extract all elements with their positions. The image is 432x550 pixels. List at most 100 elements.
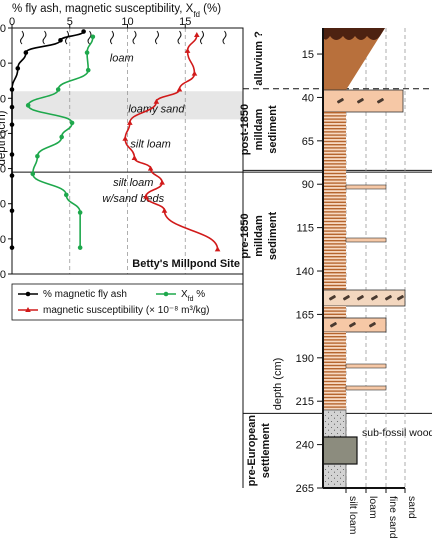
legend-marker-1 — [163, 291, 169, 297]
grain-label-1: loam — [367, 496, 379, 519]
sand-bed-1 — [345, 184, 387, 190]
surface-symbol-2 — [65, 30, 69, 45]
y-tick-label-1: 20 — [0, 58, 6, 70]
series-2-point-6 — [122, 135, 128, 141]
series-2-point-7 — [131, 155, 138, 161]
left-series — [9, 29, 221, 252]
sand-bed-3 — [345, 363, 387, 369]
layer-pre1850-mid — [323, 306, 346, 318]
series-0 — [9, 29, 86, 250]
surface-symbol-5 — [132, 30, 137, 45]
x-tick-label-0: 0 — [9, 16, 15, 28]
series-0-point-8 — [9, 173, 15, 178]
y-axis-title: depth (cm) — [0, 110, 8, 165]
layer-pre1850-upper — [323, 178, 346, 290]
legend: % magnetic fly ash Xfd % magnetic suscepti… — [18, 289, 210, 316]
sub-fossil-wood-label: sub-fossil wood — [362, 427, 432, 439]
clast-7 — [385, 295, 392, 301]
series-0-point-10 — [9, 245, 15, 250]
clast-3 — [329, 295, 336, 301]
y-tick-label-7: 140 — [0, 269, 6, 281]
series-1-point-11 — [77, 245, 83, 250]
surface-symbol-3 — [87, 30, 92, 45]
series-2-point-2 — [191, 70, 198, 76]
series-0-point-1 — [58, 38, 63, 43]
depth-tick-label-8: 215 — [296, 396, 314, 408]
depth-tick-label-0: 15 — [302, 49, 314, 61]
series-1-point-10 — [77, 210, 83, 215]
series-0-point-5 — [9, 104, 15, 110]
layer-pre1850-lower — [323, 332, 346, 410]
series-1-point-4 — [25, 103, 31, 108]
series-1-point-3 — [55, 87, 61, 92]
y-tick-label-6: 120 — [0, 234, 6, 246]
clast-0 — [337, 98, 344, 104]
left-ticks: 0 5 10 15 0 20 40 60 80 100 120 140 — [0, 16, 191, 281]
layer-gravel-sand — [322, 289, 406, 307]
surface-symbol-8 — [200, 30, 204, 45]
layer-alluvium — [323, 28, 385, 90]
series-line-0 — [11, 31, 85, 248]
unit-name-3: pre-European settlement — [246, 415, 272, 487]
clast-8 — [397, 295, 404, 301]
clast-11 — [369, 322, 376, 328]
site-label: Betty's Millpond Site — [132, 258, 240, 270]
series-2-point-5 — [127, 119, 133, 125]
unit-labels: alluvium ? post-1850 milldam sediment pre-18… — [239, 31, 279, 487]
clast-2 — [377, 98, 384, 104]
series-2-point-10 — [143, 193, 149, 199]
depth-tick-label-3: 90 — [302, 179, 314, 191]
series-1-point-8 — [30, 171, 36, 177]
x-tick-label-3: 15 — [179, 16, 191, 28]
depth-tick-label-1: 40 — [302, 92, 314, 104]
layer-post1850-silt-loam — [323, 112, 346, 178]
grain-label-0: silt loam — [347, 496, 359, 535]
x-tick-label-2: 10 — [121, 16, 133, 28]
depth-tick-label-2: 65 — [302, 136, 314, 148]
series-0-point-0 — [81, 29, 86, 34]
surface-symbol-9 — [222, 30, 227, 45]
series-2 — [122, 32, 221, 252]
y-tick-label-0: 0 — [0, 23, 6, 35]
grain-label-3: sand — [406, 496, 418, 519]
series-0-point-4 — [9, 87, 15, 92]
y-tick-label-3: 60 — [0, 128, 6, 140]
series-0-point-6 — [9, 122, 15, 127]
clast-10 — [349, 322, 356, 328]
series-line-1 — [27, 36, 94, 248]
clast-4 — [343, 295, 350, 301]
sand-bed-4 — [345, 385, 387, 391]
series-1-point-7 — [35, 153, 40, 159]
series-0-point-3 — [15, 66, 21, 71]
clast-5 — [357, 295, 364, 301]
series-2-point-11 — [161, 207, 168, 213]
series-2-point-8 — [147, 165, 154, 171]
series-0-point-7 — [9, 152, 15, 157]
series-0-point-9 — [9, 208, 15, 214]
grain-label-2: fine sand — [387, 496, 399, 539]
depth-tick-label-5: 140 — [296, 266, 314, 278]
y-tick-label-4: 80 — [0, 164, 6, 176]
x-tick-label-1: 5 — [67, 16, 73, 28]
column-depth-title: depth (cm) — [272, 358, 284, 411]
unit-label-2: silt loam — [130, 138, 170, 150]
legend-marker-2 — [25, 307, 31, 312]
series-1-point-5 — [69, 120, 75, 126]
surface-symbol-4 — [110, 30, 114, 45]
unit-label-0: loam — [110, 52, 134, 64]
surface-symbols — [20, 30, 227, 45]
legend-label-2: magnetic susceptibility (× 10⁻⁸ m³/kg) — [43, 305, 210, 316]
grain-size-labels: silt loam loam fine sand sand — [345, 488, 418, 539]
surface-symbol-1 — [42, 30, 47, 45]
unit-label-4: w/sand beds — [102, 193, 164, 205]
series-2-point-3 — [176, 86, 183, 92]
legend-marker-0 — [25, 291, 31, 297]
depth-tick-label-9: 240 — [296, 440, 314, 452]
gravel-clasts — [329, 98, 404, 328]
legend-box — [11, 283, 244, 321]
left-grid — [69, 28, 186, 274]
series-0-point-2 — [23, 50, 29, 55]
clast-1 — [357, 98, 364, 104]
stratigraphic-column: 15 40 65 90 115 140 165 190 215 240 265 silt loam l… — [239, 28, 432, 539]
